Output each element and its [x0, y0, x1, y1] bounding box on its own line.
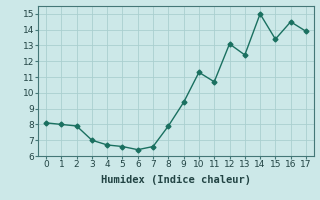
- X-axis label: Humidex (Indice chaleur): Humidex (Indice chaleur): [101, 175, 251, 185]
